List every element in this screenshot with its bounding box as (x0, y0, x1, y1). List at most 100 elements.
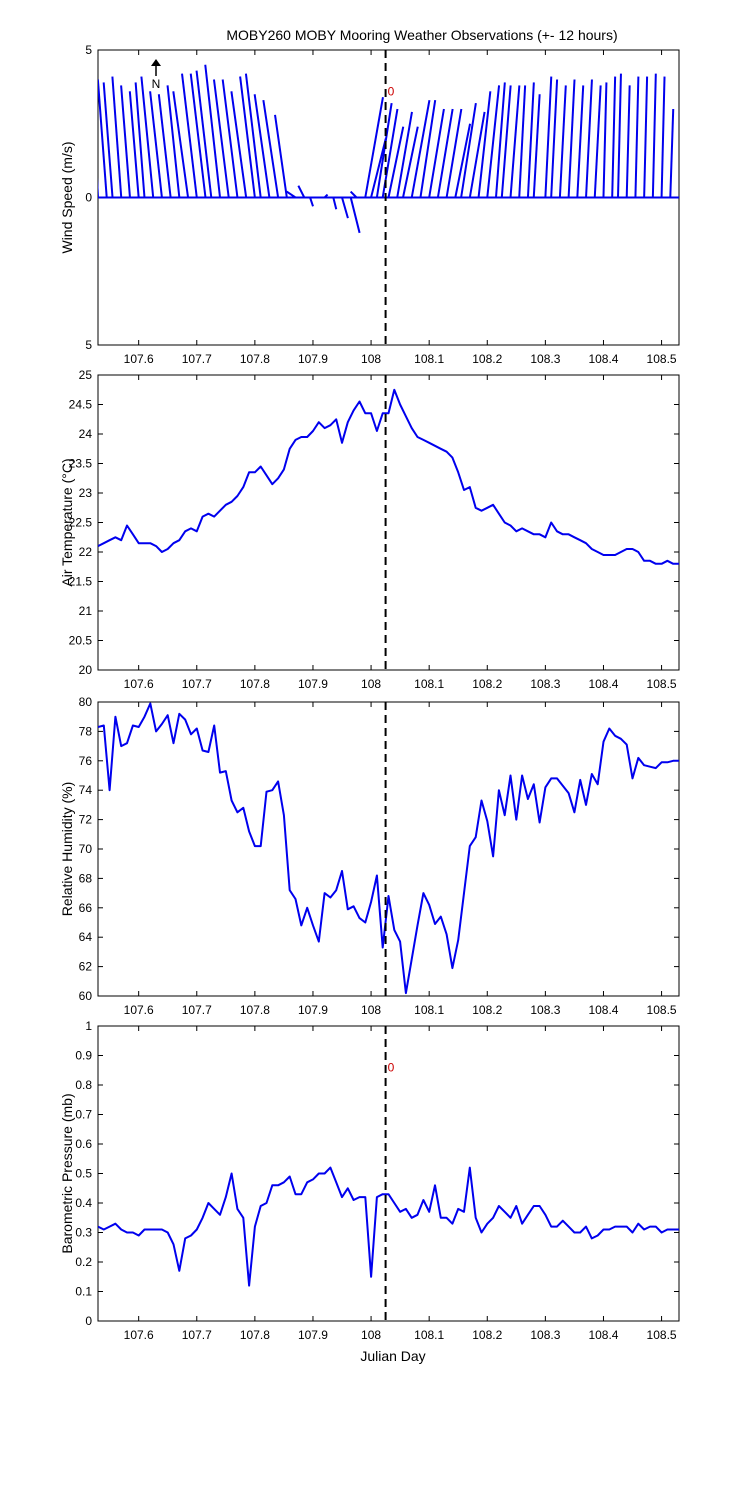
wind-stick (375, 102, 393, 198)
wind-stick (149, 91, 163, 198)
y-tick-label: 5 (85, 43, 92, 57)
barometric-pressure-panel: 107.6 107.7 107.8 107.9 108 108.1 108.2 108.3 10… (59, 1019, 680, 1342)
x-tick-label: 108.4 (588, 1328, 618, 1342)
y-tick-label: 22 (79, 545, 93, 559)
x-tick-label: 108.1 (414, 1003, 444, 1017)
x-tick-label: 108.5 (647, 1003, 677, 1017)
wind-stick (454, 123, 472, 198)
x-tick-label: 108.3 (530, 677, 560, 691)
wind-stick (134, 82, 146, 198)
x-tick-label: 108 (361, 1328, 381, 1342)
wind-stick (544, 76, 553, 198)
data-layer (98, 64, 679, 234)
y-tick-label: 0.4 (75, 1196, 92, 1210)
y-tick-label: 0 (85, 1314, 92, 1328)
y-tick-label: 68 (79, 871, 93, 885)
wind-stick (309, 197, 314, 207)
wind-stick (98, 79, 108, 198)
wind-stick (593, 85, 602, 198)
x-tick-label: 107.6 (124, 677, 154, 691)
figure-title: MOBY260 MOBY Mooring Weather Observation… (226, 27, 617, 43)
wind-stick (396, 111, 413, 198)
x-tick-label: 107.8 (240, 1003, 270, 1017)
wind-stick (172, 91, 190, 198)
wind-stick (387, 126, 405, 198)
x-tick-label: 107.9 (298, 1003, 328, 1017)
y-tick-label: 21.5 (69, 575, 93, 589)
x-tick-label: 108.3 (530, 1003, 560, 1017)
x-tick-label: 107.7 (182, 677, 212, 691)
x-tick-label: 108.2 (472, 1328, 502, 1342)
x-tick-label: 108.3 (530, 1328, 560, 1342)
wind-stick (611, 76, 617, 198)
y-tick-label: 78 (79, 724, 93, 738)
x-tick-label: 108 (361, 1003, 381, 1017)
x-tick-label: 108.1 (414, 1328, 444, 1342)
wind-stick (221, 79, 239, 198)
y-axis-label: Air Temperature (°C) (59, 458, 75, 586)
wind-stick (550, 79, 559, 198)
wind-stick (181, 73, 198, 198)
y-tick-label: 0.6 (75, 1137, 92, 1151)
x-tick-label: 108.4 (588, 352, 618, 366)
x-tick-label: 108.3 (530, 352, 560, 366)
wind-stick (349, 197, 361, 234)
wind-stick (370, 138, 387, 198)
y-tick-label: 25 (79, 368, 93, 382)
wind-stick (419, 100, 437, 198)
y-tick-label: 20.5 (69, 634, 93, 648)
series-line (98, 388, 679, 565)
relative-humidity-panel: 107.6 107.7 107.8 107.9 108 108.1 108.2 108.3 10… (59, 695, 680, 1017)
x-tick-label: 107.7 (182, 352, 212, 366)
wind-stick (239, 76, 256, 198)
wind-stick (445, 108, 463, 198)
wind-stick (532, 94, 541, 198)
y-axis-label: Relative Humidity (%) (59, 782, 75, 917)
y-tick-label: 0.8 (75, 1078, 92, 1092)
wind-stick (500, 85, 512, 198)
x-tick-label: 107.6 (124, 1003, 154, 1017)
y-tick-label: 66 (79, 901, 93, 915)
wind-stick (643, 76, 649, 198)
x-tick-label: 107.7 (182, 1003, 212, 1017)
x-tick-label: 108.2 (472, 1003, 502, 1017)
x-tick-label: 107.7 (182, 1328, 212, 1342)
wind-stick (166, 85, 181, 198)
x-tick-label: 108 (361, 677, 381, 691)
y-tick-label: 23 (79, 486, 93, 500)
wind-stick (651, 73, 657, 198)
y-axis-label: Wind Speed (m/s) (59, 141, 75, 253)
wind-stick (274, 114, 288, 198)
y-tick-label: 0.7 (75, 1108, 92, 1122)
wind-stick (436, 108, 454, 198)
x-tick-label: 108.4 (588, 1003, 618, 1017)
wind-stick (230, 91, 248, 198)
wind-stick (567, 79, 576, 198)
y-tick-label: 72 (79, 813, 93, 827)
y-tick-label: 21 (79, 604, 93, 618)
x-tick-label: 107.9 (298, 677, 328, 691)
y-tick-label: 62 (79, 960, 93, 974)
wind-stick (625, 85, 631, 198)
y-tick-label: 0.5 (75, 1167, 92, 1181)
y-tick-label: 22.5 (69, 516, 93, 530)
wind-stick (428, 108, 445, 198)
north-arrow-icon: N (151, 59, 161, 91)
wind-stick (669, 108, 675, 198)
y-axis-label: Barometric Pressure (mb) (59, 1093, 75, 1253)
wind-stick (616, 73, 622, 198)
wind-stick (660, 76, 666, 198)
wind-stick (468, 111, 486, 198)
wind-stick (140, 76, 155, 198)
wind-stick (602, 82, 608, 198)
y-tick-label: 0.3 (75, 1226, 92, 1240)
y-tick-label: 80 (79, 695, 93, 709)
wind-stick (195, 70, 213, 198)
wind-stick (486, 85, 501, 198)
x-tick-label: 108.4 (588, 677, 618, 691)
north-label: N (152, 77, 161, 91)
wind-stick (460, 102, 477, 198)
x-tick-label: 107.8 (240, 1328, 270, 1342)
data-layer (98, 388, 679, 565)
